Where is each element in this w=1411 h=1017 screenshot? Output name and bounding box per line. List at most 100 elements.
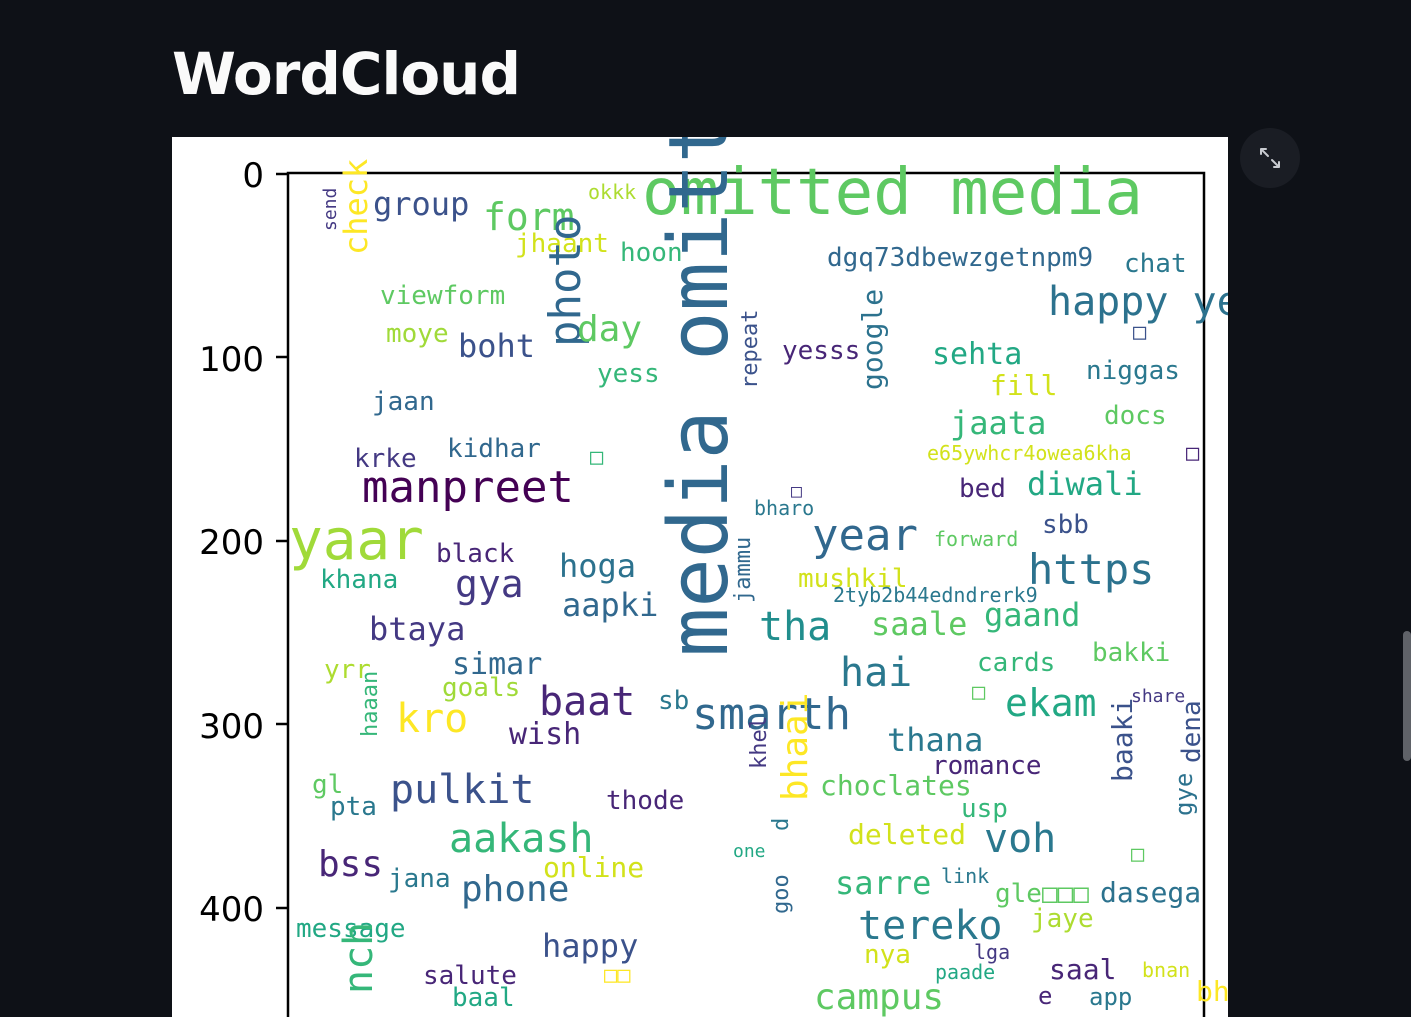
wordcloud-word: check bbox=[337, 159, 375, 255]
wordcloud-word: photo bbox=[540, 215, 591, 347]
wordcloud-word: goals bbox=[442, 673, 520, 703]
plot-frame bbox=[286, 171, 1206, 1017]
wordcloud-word: diwali bbox=[1027, 465, 1143, 503]
wordcloud-word: moye bbox=[386, 319, 449, 349]
wordcloud-word: hoon bbox=[620, 238, 683, 268]
wordcloud-word: bhaiii bbox=[1196, 975, 1228, 1008]
wordcloud-word: romance bbox=[932, 751, 1042, 781]
wordcloud-word: thana bbox=[887, 721, 983, 759]
wordcloud-word: simar bbox=[452, 647, 542, 682]
fullscreen-button[interactable] bbox=[1240, 128, 1300, 188]
wordcloud-word: jaata bbox=[950, 404, 1046, 442]
wordcloud-word: chat bbox=[1124, 249, 1187, 279]
wordcloud-word: forward bbox=[934, 527, 1018, 551]
wordcloud-word: haaan bbox=[358, 671, 383, 737]
wordcloud-word: repeat bbox=[738, 310, 763, 389]
wordcloud-word: jaye bbox=[1031, 904, 1094, 934]
wordcloud-word: ekam bbox=[1005, 681, 1097, 725]
wordcloud-word: khel bbox=[747, 716, 772, 769]
wordcloud-word: bss bbox=[318, 844, 383, 885]
wordcloud-word: yaar bbox=[289, 508, 424, 573]
wordcloud-word: tha bbox=[759, 604, 831, 650]
y-tick-label: 0 bbox=[242, 156, 264, 196]
wordcloud-word: dasega bbox=[1100, 876, 1201, 909]
wordcloud-word: aapki bbox=[562, 586, 658, 624]
wordcloud-word: omitted media bbox=[642, 156, 1143, 230]
wordcloud-word: usp bbox=[961, 794, 1008, 824]
wordcloud-word: □ bbox=[590, 445, 604, 470]
wordcloud-word: nya bbox=[864, 940, 911, 970]
wordcloud-word: lga bbox=[974, 940, 1010, 964]
wordcloud-word: manpreet bbox=[362, 462, 574, 513]
wordcloud-word: sbb bbox=[1042, 510, 1089, 540]
wordcloud-word: yesss bbox=[782, 336, 860, 366]
wordcloud-word: jammu bbox=[731, 537, 756, 603]
wordcloud-word: app bbox=[1089, 983, 1132, 1011]
wordcloud-word: okkk bbox=[588, 180, 636, 204]
wordcloud-word: year bbox=[812, 510, 918, 561]
page-scrollbar-thumb[interactable] bbox=[1403, 631, 1411, 761]
wordcloud-word: nch bbox=[336, 922, 382, 994]
wordcloud-word: bakki bbox=[1092, 638, 1170, 668]
wordcloud-word: choclates bbox=[820, 769, 972, 802]
wordcloud-word: wish bbox=[509, 717, 581, 752]
wordcloud-word: saale bbox=[871, 605, 967, 643]
wordcloud-word: viewform bbox=[380, 281, 505, 311]
wordcloud-word: send bbox=[320, 188, 341, 231]
wordcloud-word: niggas bbox=[1086, 356, 1180, 386]
wordcloud-word: phone bbox=[461, 869, 569, 910]
wordcloud-word: btaya bbox=[369, 610, 465, 648]
y-tick-label: 200 bbox=[199, 523, 264, 563]
wordcloud-word: dena bbox=[1177, 700, 1207, 763]
wordcloud-word: happy year bbox=[1048, 279, 1228, 325]
wordcloud-word: gaand bbox=[984, 596, 1080, 634]
wordcloud-word: e bbox=[1038, 982, 1052, 1010]
wordcloud-word: gl bbox=[312, 770, 343, 800]
wordcloud-word: campus bbox=[814, 977, 944, 1017]
expand-icon bbox=[1260, 148, 1280, 168]
wordcloud-word: baaki bbox=[1106, 698, 1139, 782]
wordcloud-word: day bbox=[577, 309, 642, 350]
wordcloud-word: salute bbox=[423, 961, 517, 991]
wordcloud-word: goo bbox=[769, 874, 794, 914]
wordcloud-word: sehta bbox=[932, 337, 1022, 372]
wordcloud-word: sarre bbox=[835, 864, 931, 902]
wordcloud-word: □ bbox=[972, 680, 986, 705]
wordcloud-word: mushkil bbox=[798, 564, 908, 594]
wordcloud-word: □ bbox=[1186, 441, 1200, 466]
wordcloud-word: pta bbox=[330, 792, 377, 822]
wordcloud-word: dgq73dbewzgetnpm9 bbox=[827, 243, 1093, 273]
wordcloud-word: gye bbox=[1170, 773, 1198, 816]
wordcloud-word: black bbox=[436, 539, 515, 569]
wordcloud-word: krke bbox=[354, 444, 417, 474]
y-tick-label: 300 bbox=[199, 707, 264, 747]
wordcloud-word: □ bbox=[791, 481, 802, 502]
wordcloud-word: cards bbox=[977, 648, 1055, 678]
wordcloud-word: smarth bbox=[692, 689, 851, 740]
y-tick-label: 400 bbox=[199, 890, 264, 930]
wordcloud-word: kro bbox=[396, 696, 468, 742]
wordcloud-word: sb bbox=[658, 686, 689, 716]
wordcloud-word: message bbox=[296, 914, 406, 944]
wordcloud-word: jaan bbox=[372, 387, 435, 417]
wordcloud-word: baal bbox=[452, 983, 515, 1013]
wordcloud-word: khana bbox=[320, 565, 398, 595]
wordcloud-word: media omitted bbox=[652, 137, 747, 657]
wordcloud-word: jhaant bbox=[515, 229, 609, 259]
wordcloud-word: □□ bbox=[604, 963, 631, 988]
wordcloud-word: yrr bbox=[324, 655, 371, 685]
wordcloud-word: thode bbox=[606, 786, 684, 816]
wordcloud-word: bharo bbox=[754, 496, 814, 520]
wordcloud-word: form bbox=[483, 195, 575, 239]
wordcloud-word: deleted bbox=[848, 818, 966, 851]
wordcloud-word: group bbox=[373, 185, 469, 223]
wordcloud-word: jana bbox=[388, 864, 451, 894]
wordcloud-word: bnan bbox=[1142, 958, 1190, 982]
wordcloud-word: d bbox=[769, 818, 794, 831]
wordcloud-word: kidhar bbox=[447, 434, 541, 464]
wordcloud-word: happy bbox=[542, 927, 638, 965]
wordcloud-word: google bbox=[856, 289, 889, 390]
wordcloud-word: link bbox=[941, 864, 989, 888]
